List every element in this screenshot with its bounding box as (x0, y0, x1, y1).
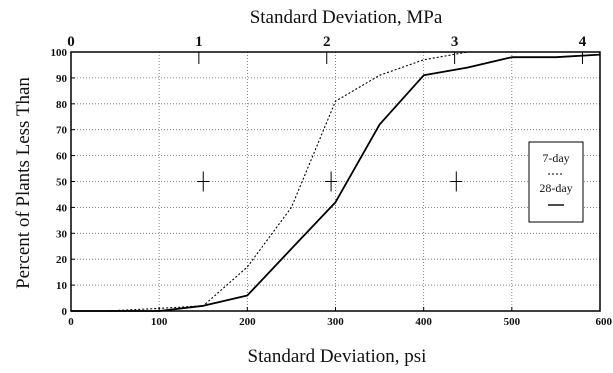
legend-label-28-day: 28-day (539, 181, 572, 195)
y-tick-label-6: 60 (56, 151, 68, 163)
x-tick-label-4: 400 (415, 316, 432, 328)
y-tick-label-3: 30 (56, 228, 68, 240)
x2-tick-label-1: 1 (195, 34, 203, 50)
crosshair-markers (197, 171, 463, 192)
series-line-28-day (71, 53, 601, 312)
legend-box (528, 141, 584, 223)
legend-label-7-day: 7-day (542, 151, 569, 165)
x2-tick-label-0: 0 (67, 34, 75, 50)
x2-axis-title: Standard Deviation, MPa (250, 7, 443, 28)
x2-tick-label-3: 3 (451, 34, 459, 50)
y-tick-label-7: 70 (56, 125, 68, 137)
x2-tick-label-4: 4 (579, 34, 587, 50)
x-tick-label-1: 100 (151, 316, 168, 328)
y-tick-label-9: 90 (56, 73, 68, 85)
y-tick-label-8: 80 (56, 99, 68, 111)
y-axis-title: Percent of Plants Less Than (13, 77, 34, 289)
x-axis-title: Standard Deviation, psi (248, 346, 427, 367)
series-layer (71, 51, 601, 312)
series-line-7-day (106, 51, 468, 312)
y-tick-label-4: 40 (56, 202, 68, 214)
grid-lines (71, 52, 600, 311)
y-tick-label-1: 10 (56, 280, 68, 292)
y-tick-label-10: 100 (51, 47, 68, 59)
x-tick-label-3: 300 (327, 316, 344, 328)
x2-tick-label-2: 2 (323, 34, 331, 50)
y-tick-label-2: 20 (56, 254, 68, 266)
x-tick-label-0: 0 (68, 316, 74, 328)
y-tick-label-5: 50 (56, 177, 68, 189)
x-tick-label-5: 500 (504, 316, 521, 328)
legend: 7-day 28-day (528, 141, 584, 223)
x-tick-label-2: 200 (239, 316, 256, 328)
y-tick-label-0: 0 (62, 306, 68, 318)
x-tick-label-6: 600 (596, 316, 613, 328)
